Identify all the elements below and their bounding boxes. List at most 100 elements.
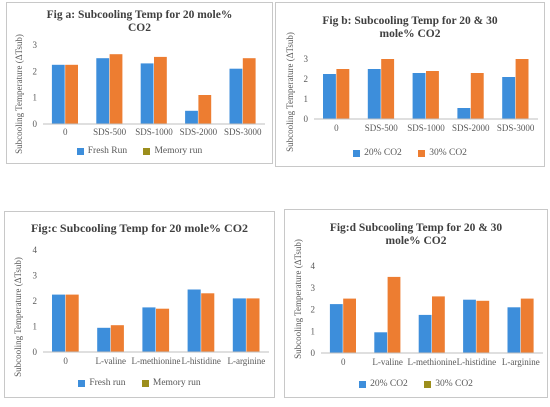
x-tick-label: SDS-1000 [407, 123, 445, 133]
legend-swatch-20 [359, 380, 367, 388]
legend-item: Memory run [143, 146, 202, 156]
legend-label: 30% CO2 [429, 148, 467, 158]
x-tick-label: L-methionine [132, 356, 181, 366]
y-tick-label: 2 [33, 296, 38, 306]
y-tick-label: 0 [311, 348, 316, 358]
x-tick-label: SDS-1000 [135, 127, 173, 137]
bar-chart-c: 0 1 2 3 4 0 L-valine L-methionine L-histidine L-a… [33, 245, 269, 366]
bar [515, 59, 529, 119]
bar [343, 298, 356, 353]
bar [154, 56, 167, 124]
bar [109, 54, 123, 125]
bar [387, 276, 401, 353]
bar [323, 74, 336, 119]
legend: Fresh Run Memory run [7, 146, 272, 156]
chart-title: Fig b: Subcooling Temp for 20 & 30 mole%… [322, 15, 498, 41]
x-tick-label: 0 [63, 356, 68, 366]
bar [329, 304, 343, 353]
legend-item: 30% CO2 [424, 379, 473, 389]
legend-label: 20% CO2 [370, 379, 408, 389]
y-tick-label: 1 [304, 94, 309, 104]
x-tick-label: SDS-500 [93, 127, 127, 137]
x-tick-label: SDS-2000 [452, 123, 490, 133]
x-tick-label: L-valine [372, 357, 403, 367]
bar [457, 108, 471, 119]
y-tick-label: 1 [311, 326, 316, 336]
chart-title: Fig:d Subcooling Temp for 20 & 30 mole% … [329, 222, 503, 248]
chart-title: Fig:c Subcooling Temp for 20 mole% CO2 [30, 221, 249, 235]
bar [229, 68, 243, 124]
chart-panel-b: Fig b: Subcooling Temp for 20 & 30 mole%… [275, 2, 545, 167]
legend-item: 20% CO2 [359, 379, 408, 389]
x-tick-label: L-arginine [502, 357, 540, 367]
bar [140, 63, 154, 124]
chart-title: Fig a: Subcooling Temp for 20 mole% CO2 [46, 9, 233, 35]
bar [476, 300, 490, 353]
x-tick-label: 0 [341, 357, 346, 367]
x-tick-label: L-methionine [408, 357, 457, 367]
bar [198, 95, 212, 124]
y-tick-label: 3 [311, 283, 316, 293]
legend-label: 20% CO2 [364, 148, 402, 158]
legend-item: Fresh Run [76, 146, 128, 156]
bar [97, 327, 111, 352]
legend-label: Memory run [154, 146, 203, 156]
chart-panel-c: Fig:c Subcooling Temp for 20 mole% CO2 S… [4, 211, 275, 398]
y-tick-label: 3 [33, 271, 38, 281]
x-tick-label: L-histidine [457, 357, 497, 367]
y-tick-label: 2 [311, 305, 316, 315]
bar [374, 332, 388, 353]
x-tick-label: L-valine [96, 356, 127, 366]
legend-swatch-30 [424, 380, 432, 388]
legend-label: Fresh run [89, 378, 126, 388]
bar [502, 77, 516, 119]
bar [418, 314, 432, 353]
bar-chart-b: 0 1 2 3 0 SDS-500 SDS-1000 SDS-2000 SDS-3000 [304, 54, 538, 133]
bar [412, 73, 426, 119]
bar [336, 69, 350, 119]
legend: 20% CO2 30% CO2 [276, 148, 544, 158]
bar [110, 325, 124, 352]
chart-panel-a: Fig a: Subcooling Temp for 20 mole% CO2 … [6, 2, 273, 164]
legend-label: 30% CO2 [435, 379, 473, 389]
legend: Fresh run Memory run [5, 378, 274, 388]
bar [185, 110, 198, 124]
x-tick-label: 0 [334, 123, 339, 133]
y-tick-label: 4 [33, 245, 38, 255]
bar [65, 64, 78, 125]
legend-label: Fresh Run [87, 146, 128, 156]
bar [201, 293, 215, 352]
bar [156, 308, 170, 352]
bar [246, 298, 260, 352]
y-tick-label: 2 [304, 74, 309, 84]
x-tick-label: SDS-3000 [224, 127, 262, 137]
legend-item: Memory run [141, 378, 201, 388]
x-tick-label: SDS-500 [365, 123, 399, 133]
y-tick-label: 0 [33, 347, 38, 357]
legend-swatch-memory [141, 379, 149, 387]
bar [507, 307, 521, 353]
legend: 20% CO2 30% CO2 [285, 379, 547, 389]
bar [52, 294, 66, 352]
bar-chart-d: 0 1 2 3 4 0 L-valine L-methionine L-histidine L-a… [311, 261, 543, 367]
y-tick-label: 3 [33, 40, 38, 50]
legend-swatch-30 [418, 149, 426, 157]
y-tick-label: 0 [33, 119, 38, 129]
chart-panel-d: Fig:d Subcooling Temp for 20 & 30 mole% … [284, 209, 548, 398]
legend-item: Fresh run [78, 378, 126, 388]
y-tick-label: 1 [33, 322, 38, 332]
bar [51, 64, 65, 125]
bar [242, 58, 256, 125]
bar [65, 294, 79, 352]
bar [232, 298, 246, 352]
x-tick-label: L-histidine [181, 356, 221, 366]
x-tick-label: SDS-3000 [497, 123, 535, 133]
y-tick-label: 0 [304, 114, 309, 124]
x-tick-label: L-arginine [227, 356, 265, 366]
bar [187, 289, 201, 352]
bar-chart-a: 0 1 2 3 0 SDS-500 SDS-1000 SDS-2000 SDS-3000 [33, 40, 265, 137]
legend-swatch-fresh [78, 379, 86, 387]
bar [381, 59, 395, 119]
bar [426, 71, 439, 119]
bar [463, 299, 476, 353]
